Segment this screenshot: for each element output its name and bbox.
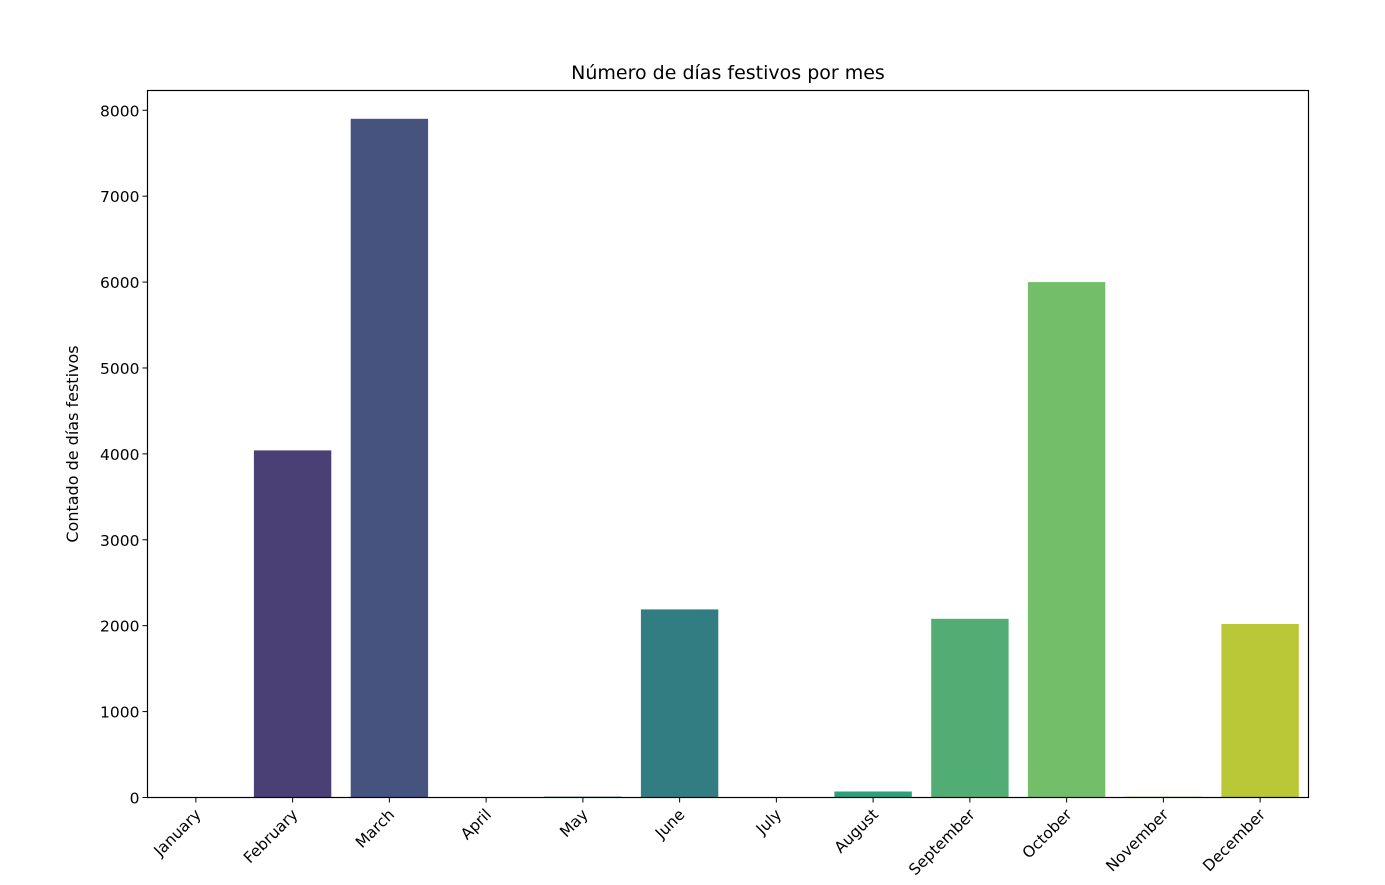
x-tick-label-february: February [240, 806, 301, 867]
x-axis: January February March April May June July Augu… [150, 797, 1269, 879]
plot-frame [146, 89, 1310, 799]
x-tick-label-august: August [831, 806, 882, 857]
y-tick-label: 0 [130, 790, 140, 808]
bar-march [350, 118, 429, 798]
y-tick-label: 3000 [100, 532, 139, 550]
x-tick-label-july: July [752, 806, 785, 839]
bar-february [253, 450, 332, 798]
bar-august [834, 791, 912, 798]
x-tick-label-april: April [457, 806, 495, 844]
y-tick-label: 2000 [100, 618, 139, 636]
y-tick-label: 1000 [100, 704, 139, 722]
y-tick-label: 4000 [100, 446, 139, 464]
x-tick-label-january: January [150, 806, 205, 861]
x-tick-label-september: September [905, 805, 979, 879]
bar-december [1221, 624, 1299, 798]
y-axis-label: Contado de días festivos [63, 345, 82, 542]
chart-title: Número de días festivos por mes [571, 62, 885, 84]
y-tick-label: 5000 [100, 360, 139, 378]
y-axis: 0 1000 2000 3000 4000 5000 6000 7000 8000 [100, 102, 148, 808]
y-tick-label: 6000 [100, 274, 139, 292]
x-tick-label-march: March [352, 806, 398, 852]
x-tick-label-november: November [1102, 805, 1172, 875]
x-tick-label-october: October [1019, 805, 1076, 862]
x-tick-label-december: December [1199, 805, 1269, 875]
bars-group [253, 118, 1299, 798]
y-tick-label: 7000 [100, 188, 139, 206]
bar-september [931, 618, 1009, 798]
x-tick-label-june: June [651, 806, 688, 843]
bar-june [640, 609, 719, 798]
x-tick-label-may: May [556, 806, 591, 841]
y-tick-label: 8000 [100, 102, 139, 120]
bar-october [1027, 282, 1106, 798]
